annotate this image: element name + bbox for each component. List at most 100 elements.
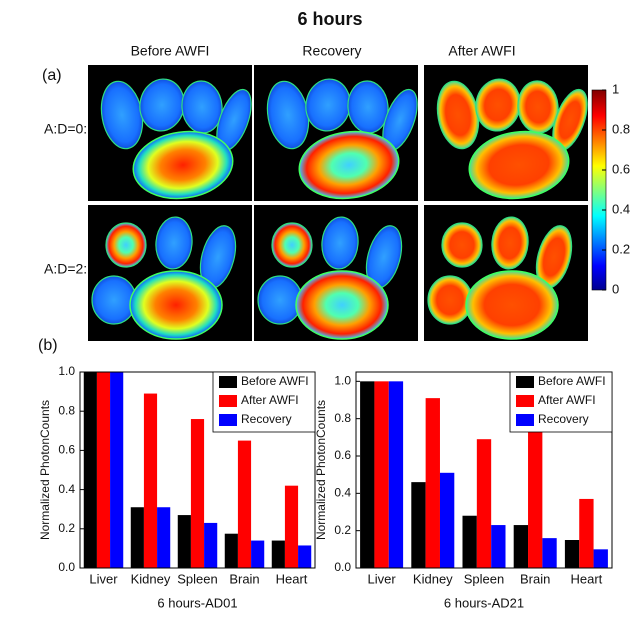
colorbar-tick-label: 0.8	[612, 121, 630, 136]
bar	[425, 398, 440, 568]
organ	[468, 130, 570, 200]
bar	[491, 525, 506, 568]
organ	[427, 275, 473, 325]
bar	[593, 549, 608, 568]
organ	[295, 270, 389, 340]
x-tick-label: Brain	[520, 571, 550, 586]
bar	[271, 540, 285, 568]
bar	[237, 440, 252, 568]
bar	[130, 507, 144, 568]
bar	[476, 439, 492, 568]
bar	[513, 525, 529, 568]
panel-label: (b)	[38, 337, 58, 354]
legend-swatch	[516, 414, 534, 426]
y-tick-label: 0.2	[58, 521, 75, 535]
bar	[374, 381, 389, 568]
y-tick-label: 0.2	[334, 523, 351, 537]
bar	[542, 538, 557, 568]
bar	[439, 472, 455, 568]
organ	[271, 222, 313, 268]
legend-swatch	[516, 376, 534, 388]
x-tick-label: Liver	[89, 571, 118, 586]
x-tick-label: Spleen	[177, 571, 217, 586]
x-tick-label: Brain	[229, 571, 259, 586]
x-tick-label: Kidney	[413, 571, 453, 586]
bar	[177, 515, 191, 568]
y-tick-label: 0.6	[58, 443, 75, 457]
bar	[284, 485, 299, 568]
y-tick-label: 0.4	[334, 486, 351, 500]
legend-label: After AWFI	[241, 393, 299, 407]
bar	[157, 507, 171, 568]
colorbar-tick-label: 1	[612, 81, 619, 96]
organ	[257, 275, 303, 325]
bar	[224, 533, 238, 568]
heatmap-image	[88, 65, 252, 201]
legend-swatch	[219, 414, 237, 426]
x-axis-label: 6 hours-AD01	[157, 595, 237, 610]
legend-label: Recovery	[241, 412, 292, 426]
organ	[132, 130, 234, 200]
y-tick-label: 0.8	[58, 403, 75, 417]
row-label: A:D=2:1	[44, 261, 95, 277]
heatmap-image	[424, 205, 588, 341]
figure-title: 6 hours	[297, 9, 362, 29]
colorbar-tick-label: 0	[612, 281, 619, 296]
bar	[110, 372, 124, 568]
y-tick-label: 0.8	[334, 411, 351, 425]
bar	[190, 419, 205, 568]
bar	[528, 426, 543, 568]
heatmap-image	[88, 205, 252, 341]
bar	[298, 545, 312, 568]
plot-frame	[355, 371, 613, 569]
y-tick-label: 0.4	[58, 482, 75, 496]
heatmap-image	[424, 65, 588, 201]
heatmap-image	[254, 65, 418, 201]
legend-swatch	[516, 395, 534, 407]
heatmap-image	[254, 205, 418, 341]
y-tick-label: 0.0	[58, 560, 75, 574]
legend-label: Before AWFI	[241, 374, 309, 388]
y-tick-label: 0.6	[334, 448, 351, 462]
colorbar	[591, 89, 607, 291]
organ	[465, 270, 559, 340]
legend-label: After AWFI	[538, 393, 596, 407]
y-tick-label: 1.0	[334, 374, 351, 388]
column-label: After AWFI	[448, 43, 515, 59]
organ	[441, 222, 483, 268]
organ	[91, 275, 137, 325]
organ	[155, 216, 193, 270]
bar	[96, 372, 111, 568]
y-axis-label: Normalized PhotonCounts	[314, 400, 328, 540]
y-axis-label: Normalized PhotonCounts	[38, 400, 52, 540]
organ	[105, 222, 147, 268]
x-tick-label: Liver	[368, 571, 397, 586]
colorbar-tick-label: 0.4	[612, 201, 630, 216]
bar	[462, 515, 477, 568]
bar	[251, 540, 265, 568]
legend-swatch	[219, 395, 237, 407]
x-tick-label: Kidney	[131, 571, 171, 586]
colorbar-tick-label: 0.6	[612, 161, 630, 176]
organ	[321, 216, 359, 270]
bar	[564, 540, 580, 568]
organ	[298, 130, 400, 200]
x-tick-label: Spleen	[464, 571, 504, 586]
bar	[204, 522, 218, 568]
colorbar-tick-label: 0.2	[612, 241, 630, 256]
legend-label: Recovery	[538, 412, 589, 426]
legend-label: Before AWFI	[538, 374, 606, 388]
bar	[83, 372, 97, 568]
bar	[411, 482, 426, 568]
organ	[491, 216, 529, 270]
x-tick-label: Heart	[571, 571, 603, 586]
bar	[579, 498, 594, 568]
x-tick-label: Heart	[276, 571, 308, 586]
row-label: A:D=0:1	[44, 121, 95, 137]
bar	[388, 381, 404, 568]
bar	[143, 393, 158, 568]
plot-frame	[79, 371, 316, 569]
x-axis-label: 6 hours-AD21	[444, 595, 524, 610]
panel-label: (a)	[42, 67, 62, 84]
